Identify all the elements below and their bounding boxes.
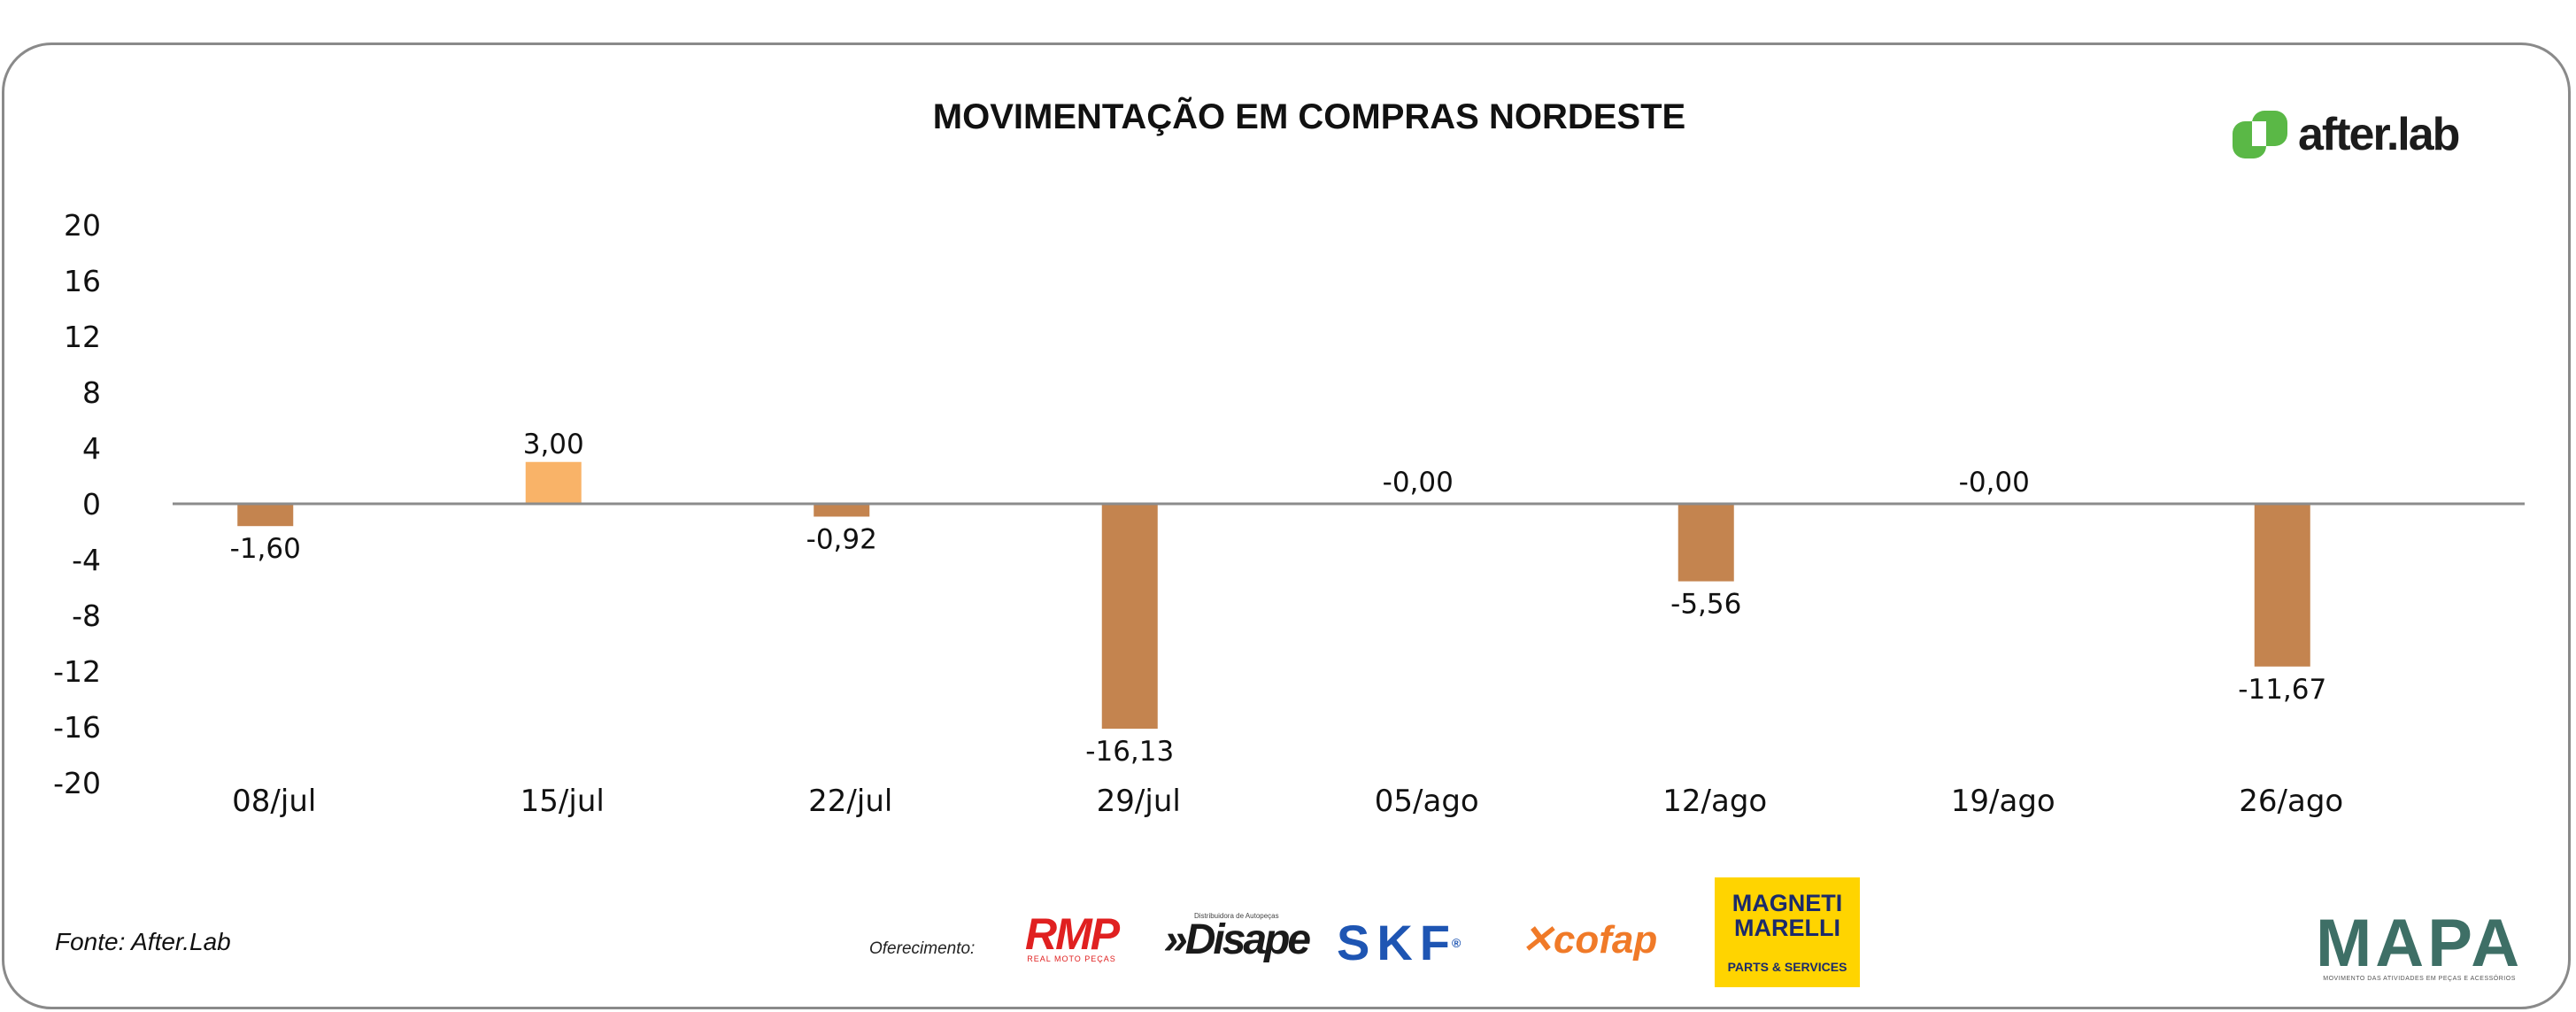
- y-tick-label: -16: [53, 710, 101, 745]
- y-tick-label: 16: [64, 264, 101, 298]
- magneti-line2: MARELLI: [1734, 915, 1840, 941]
- afterlab-logo: after.lab: [2231, 108, 2460, 161]
- data-label: -1,60: [230, 533, 301, 565]
- bar: [237, 504, 294, 527]
- magneti-marelli-logo: MAGNETI MARELLI PARTS & SERVICES: [1715, 877, 1860, 987]
- cofap-logo: ✕cofap: [1521, 917, 1657, 962]
- data-label: 3,00: [523, 429, 584, 460]
- y-tick-label: 0: [82, 487, 101, 521]
- y-tick-label: -4: [72, 543, 101, 577]
- x-tick-label: 12/ago: [1662, 784, 1767, 819]
- magneti-tagline: PARTS & SERVICES: [1727, 960, 1847, 974]
- afterlab-wordmark: after.lab: [2298, 109, 2460, 160]
- y-tick-label: 20: [64, 208, 101, 243]
- rmp-wordmark: RMP: [1025, 909, 1120, 959]
- bar: [1101, 504, 1158, 730]
- data-label: -0,92: [806, 523, 877, 555]
- bars: [237, 461, 2310, 730]
- disape-tagline: Distribuidora de Autopeças: [1194, 912, 1279, 920]
- bar: [2254, 504, 2310, 667]
- x-tick-label: 08/jul: [232, 784, 316, 819]
- x-tick-label: 22/jul: [808, 784, 892, 819]
- skf-logo: SKF ®: [1337, 914, 1461, 971]
- magneti-line1: MAGNETI: [1731, 890, 1843, 916]
- disape-wordmark: »Disape: [1164, 916, 1311, 963]
- y-tick-label: 12: [64, 320, 101, 354]
- y-tick-label: -8: [72, 599, 101, 633]
- skf-wordmark: SKF: [1337, 915, 1457, 970]
- x-axis: 08/jul 15/jul 22/jul 29/jul 05/ago 12/ago 19/a…: [232, 784, 2343, 819]
- rmp-tagline: REAL MOTO PEÇAS: [1027, 954, 1116, 963]
- x-tick-label: 19/ago: [1951, 784, 2055, 819]
- bar: [525, 461, 582, 504]
- rmp-logo: RMP REAL MOTO PEÇAS: [1025, 909, 1120, 963]
- data-label: -11,67: [2238, 674, 2326, 706]
- y-axis: 20 16 12 8 4 0 -4 -8 -12 -16 -20: [53, 208, 101, 800]
- offered-by-label: Oferecimento:: [869, 939, 976, 958]
- data-label: -0,00: [1383, 467, 1454, 498]
- y-tick-label: -12: [53, 654, 101, 689]
- skf-registered-mark: ®: [1452, 935, 1462, 950]
- source-note: Fonte: After.Lab: [55, 928, 231, 955]
- afterlab-mark-icon: [2231, 109, 2291, 160]
- data-label: -5,56: [1670, 589, 1741, 621]
- data-label: -16,13: [1085, 736, 1174, 768]
- x-tick-label: 29/jul: [1097, 784, 1181, 819]
- y-tick-label: 4: [82, 431, 101, 466]
- bar: [814, 504, 870, 517]
- mapa-tagline: MOVIMENTO DAS ATIVIDADES EM PEÇAS E ACES…: [2323, 976, 2516, 982]
- disape-logo: Distribuidora de Autopeças »Disape: [1164, 912, 1311, 963]
- mapa-wordmark: MAPA: [2316, 906, 2524, 981]
- y-tick-label: 8: [82, 375, 101, 410]
- x-tick-label: 05/ago: [1375, 784, 1479, 819]
- chart-card: [2, 42, 2571, 1009]
- y-tick-label: -20: [53, 766, 101, 800]
- x-tick-label: 15/jul: [521, 784, 605, 819]
- mapa-logo: MAPA MOVIMENTO DAS ATIVIDADES EM PEÇAS E…: [2316, 906, 2524, 983]
- x-tick-label: 26/ago: [2239, 784, 2343, 819]
- chart-title: MOVIMENTAÇÃO EM COMPRAS NORDESTE: [933, 96, 1685, 136]
- data-label: -0,00: [1959, 467, 2030, 498]
- bar: [1677, 504, 1734, 582]
- data-labels: -1,60 3,00 -0,92 -16,13 -0,00 -5,56 -0,00 -11,6…: [230, 429, 2327, 768]
- cofap-wordmark: ✕cofap: [1521, 918, 1658, 962]
